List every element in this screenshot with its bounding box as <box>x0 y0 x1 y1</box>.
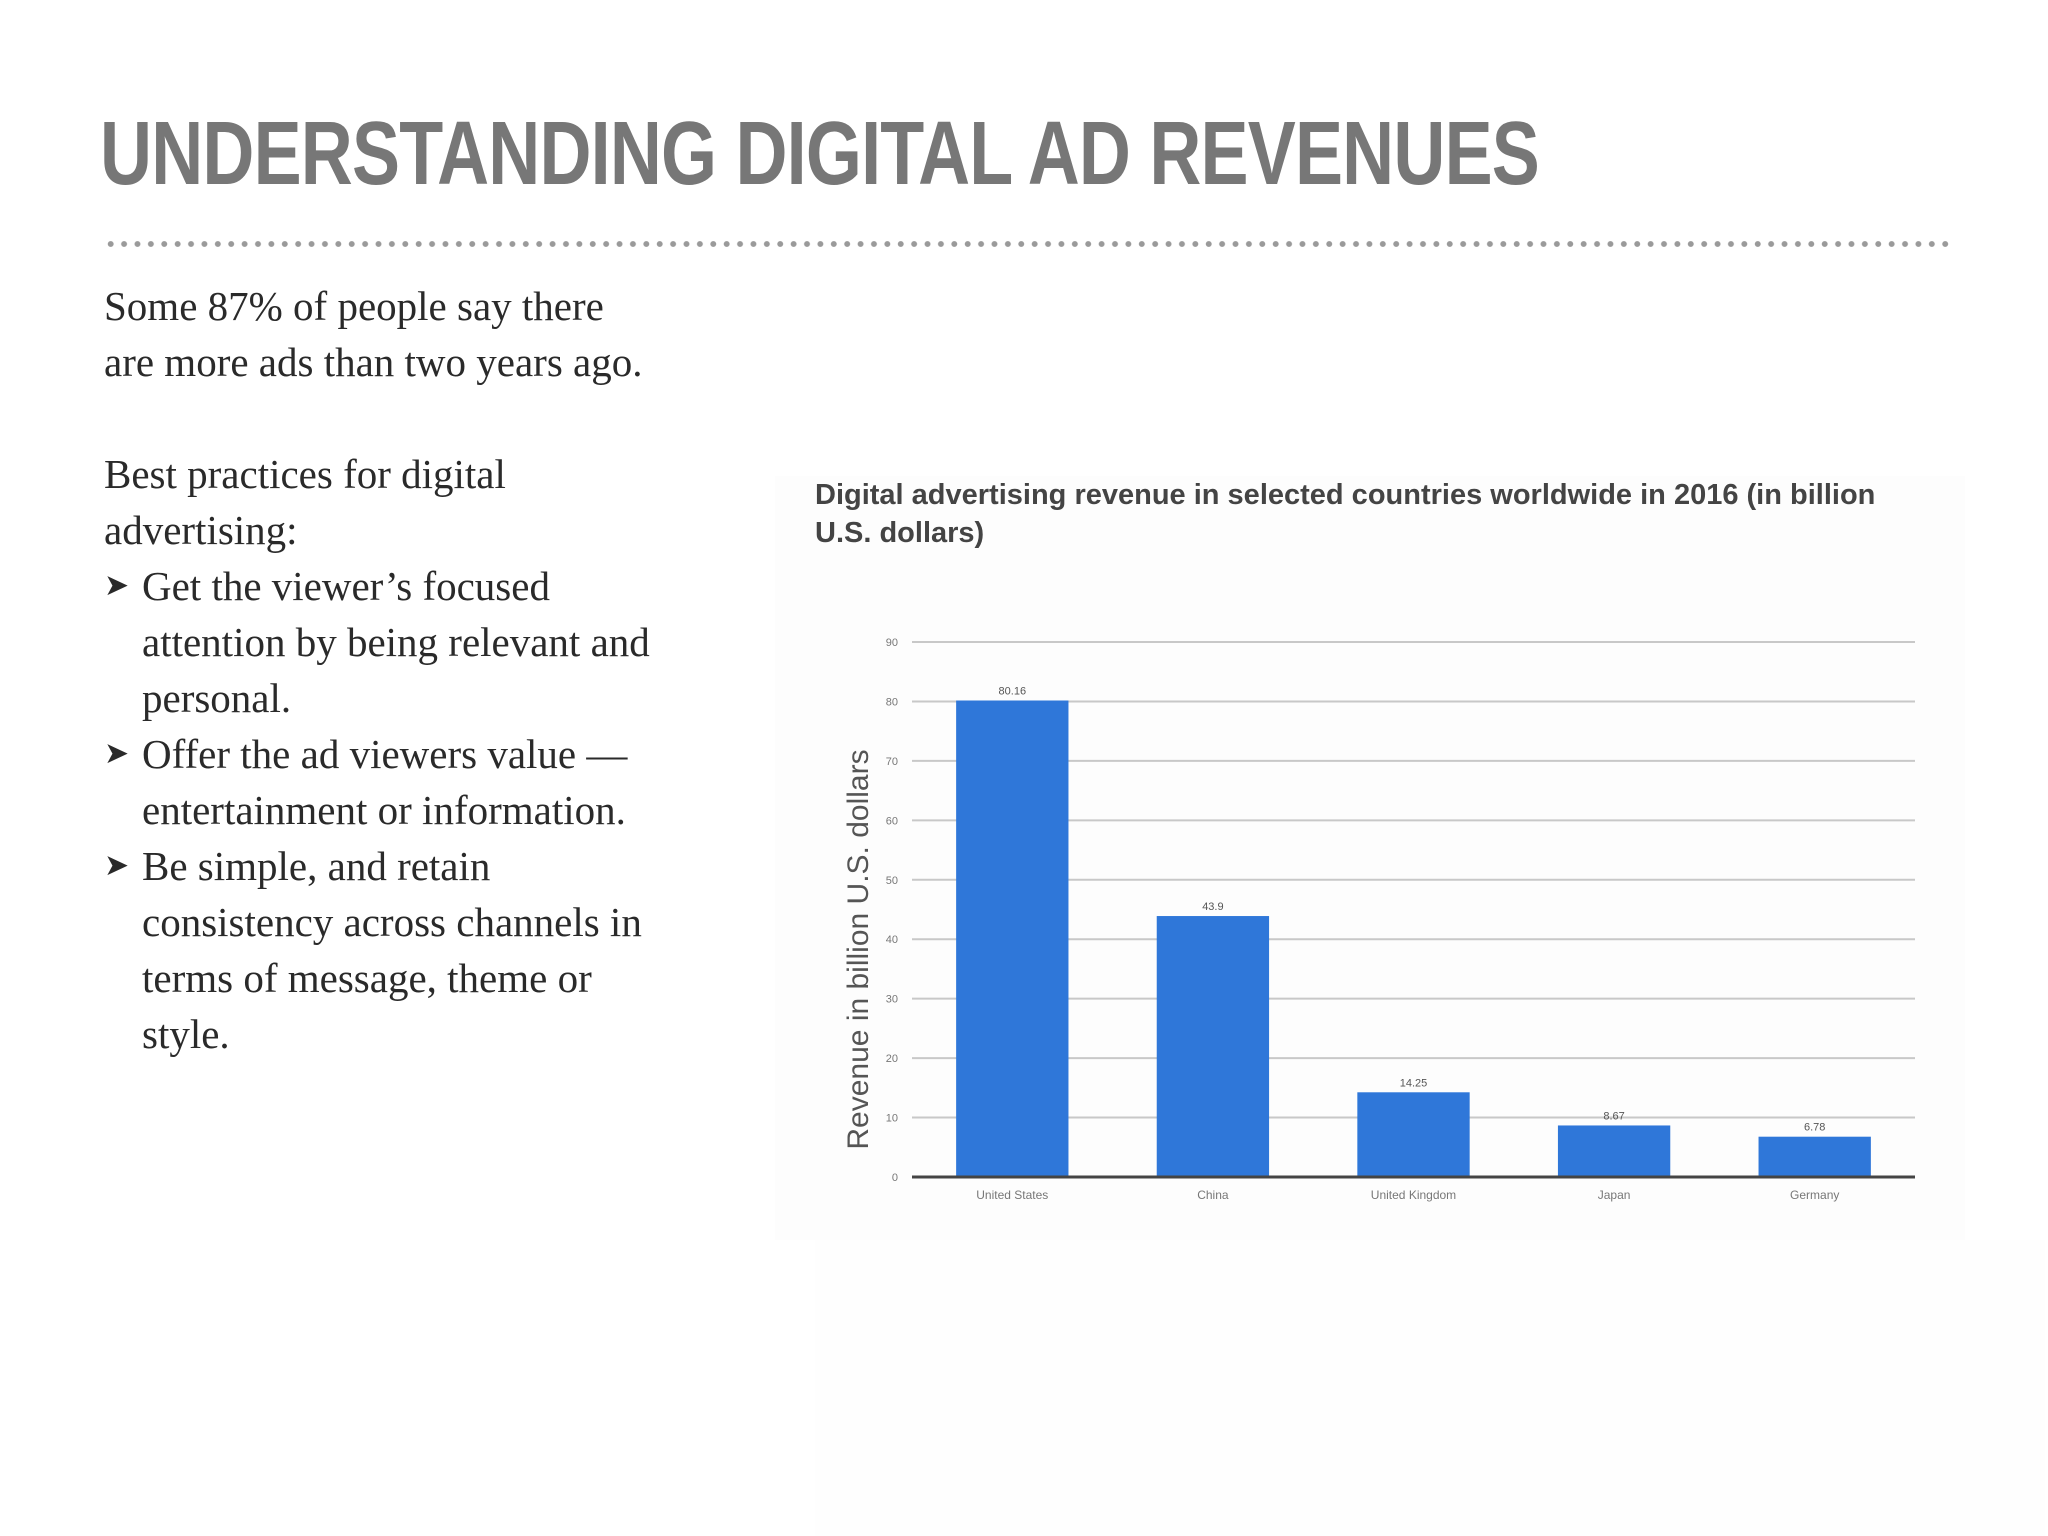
x-tick-label: China <box>1197 1188 1229 1202</box>
y-tick-label: 60 <box>886 815 898 827</box>
y-tick-label: 0 <box>892 1172 898 1184</box>
data-label: 43.9 <box>1202 901 1223 913</box>
data-label: 6.78 <box>1804 1122 1825 1134</box>
list-item: ➤ Offer the ad viewers value — entertain… <box>104 726 664 838</box>
chart-panel: Digital advertising revenue in selected … <box>775 476 1965 1240</box>
arrowhead-icon: ➤ <box>104 568 130 603</box>
bar <box>1557 1125 1671 1177</box>
arrowhead-icon: ➤ <box>104 736 130 771</box>
bar <box>1156 916 1270 1177</box>
x-tick-label: United States <box>976 1188 1048 1202</box>
y-tick-label: 40 <box>886 934 898 946</box>
bar <box>1357 1092 1470 1177</box>
y-tick-label: 30 <box>886 994 898 1006</box>
body-text: Some 87% of people say there are more ad… <box>104 278 664 1062</box>
y-tick-label: 50 <box>886 875 898 887</box>
list-item: ➤ Get the viewer’s focused attention by … <box>104 558 664 726</box>
bar <box>1758 1136 1871 1177</box>
y-tick-label: 90 <box>886 637 898 649</box>
bar-chart: 0 10 20 30 40 50 60 70 80 90 80.16 United States 43.… <box>842 637 1915 1202</box>
x-tick-label: United Kingdom <box>1371 1188 1456 1202</box>
intro-paragraph: Some 87% of people say there are more ad… <box>104 283 643 385</box>
data-label: 8.67 <box>1603 1110 1624 1122</box>
y-tick-label: 20 <box>886 1053 898 1065</box>
x-tick-label: Germany <box>1790 1188 1839 1202</box>
dotted-divider <box>104 240 1954 248</box>
arrowhead-icon: ➤ <box>104 848 130 883</box>
list-item: ➤ Be simple, and retain consistency acro… <box>104 838 664 1062</box>
bullet-text: Get the viewer’s focused attention by be… <box>142 563 650 721</box>
bar <box>956 700 1069 1177</box>
chart-title: Digital advertising revenue in selected … <box>815 479 1876 549</box>
y-axis-title: Revenue in billion U.S. dollars <box>842 749 875 1149</box>
practices-heading: Best practices for digital advertising: <box>104 451 506 553</box>
y-tick-label: 10 <box>886 1113 898 1125</box>
slide-title: UNDERSTANDING DIGITAL AD REVENUES <box>100 104 1540 204</box>
data-label: 80.16 <box>999 685 1027 697</box>
data-label: 14.25 <box>1400 1077 1428 1089</box>
practices-list: ➤ Get the viewer’s focused attention by … <box>104 558 664 1062</box>
y-tick-label: 80 <box>886 696 898 708</box>
background-panel <box>815 1240 2045 1536</box>
bullet-text: Offer the ad viewers value — entertainme… <box>142 731 628 833</box>
y-tick-label: 70 <box>886 756 898 768</box>
x-tick-label: Japan <box>1598 1188 1631 1202</box>
bullet-text: Be simple, and retain consistency across… <box>142 843 642 1057</box>
